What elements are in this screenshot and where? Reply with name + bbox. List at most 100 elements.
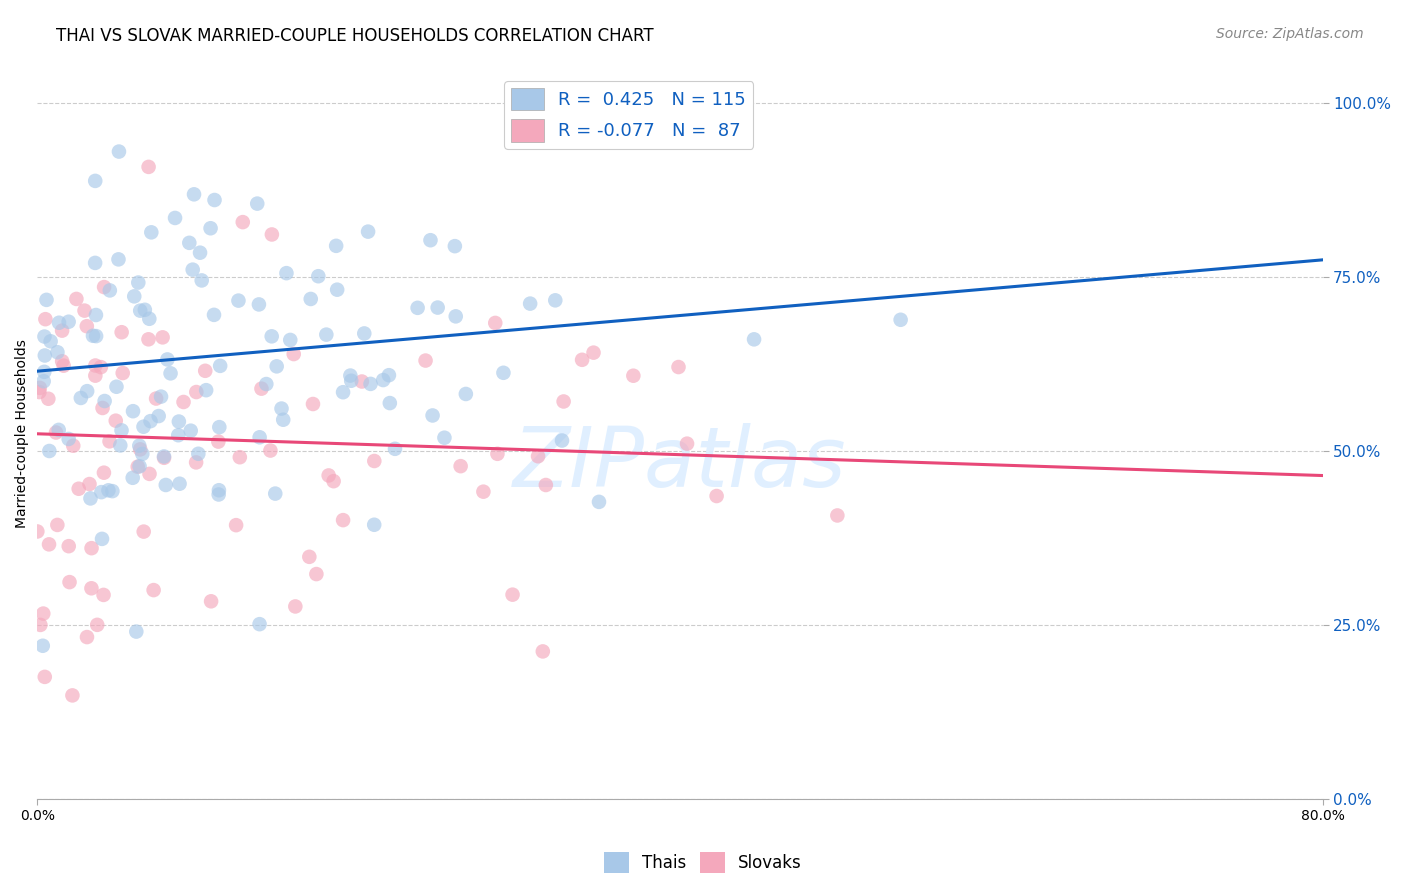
Point xyxy=(433,431,456,445)
Point xyxy=(138,160,160,174)
Point xyxy=(84,329,107,343)
Point xyxy=(132,524,155,539)
Point xyxy=(98,434,121,449)
Point xyxy=(422,409,444,423)
Point xyxy=(79,477,101,491)
Point xyxy=(169,476,191,491)
Point xyxy=(190,273,212,287)
Point xyxy=(184,455,207,469)
Point xyxy=(51,354,73,368)
Point xyxy=(551,434,574,448)
Point xyxy=(167,428,190,442)
Point xyxy=(80,541,103,556)
Point xyxy=(129,442,152,457)
Point xyxy=(353,326,375,341)
Point xyxy=(90,360,112,375)
Point xyxy=(194,364,217,378)
Point xyxy=(104,414,127,428)
Legend: Thais, Slovaks: Thais, Slovaks xyxy=(598,846,808,880)
Point xyxy=(181,262,204,277)
Point xyxy=(101,484,124,499)
Point xyxy=(65,292,87,306)
Point xyxy=(444,310,467,324)
Point xyxy=(167,415,190,429)
Point xyxy=(302,397,325,411)
Point xyxy=(315,327,337,342)
Point xyxy=(34,329,56,343)
Point xyxy=(122,404,145,418)
Point xyxy=(486,447,509,461)
Point xyxy=(90,485,112,500)
Point xyxy=(34,312,56,326)
Point xyxy=(384,442,406,456)
Point xyxy=(588,495,610,509)
Point xyxy=(249,617,271,632)
Point xyxy=(621,368,644,383)
Point xyxy=(247,297,270,311)
Point xyxy=(30,618,52,632)
Point xyxy=(284,599,307,614)
Point xyxy=(742,332,765,346)
Point xyxy=(32,374,55,388)
Point xyxy=(204,193,226,207)
Point xyxy=(454,387,477,401)
Point xyxy=(91,532,114,546)
Point xyxy=(52,359,75,373)
Point xyxy=(84,359,107,373)
Point xyxy=(84,174,107,188)
Point xyxy=(148,409,170,423)
Point xyxy=(128,459,150,474)
Point xyxy=(67,482,90,496)
Point xyxy=(259,443,281,458)
Point xyxy=(208,483,231,498)
Point xyxy=(363,454,385,468)
Point xyxy=(156,352,179,367)
Point xyxy=(571,352,593,367)
Point xyxy=(195,383,218,397)
Point xyxy=(332,385,354,400)
Point xyxy=(553,394,575,409)
Point xyxy=(232,215,254,229)
Point xyxy=(225,518,247,533)
Point xyxy=(131,447,153,461)
Point xyxy=(200,594,222,608)
Point xyxy=(105,380,128,394)
Point xyxy=(76,630,98,644)
Point xyxy=(502,588,524,602)
Point xyxy=(58,539,80,553)
Point xyxy=(93,588,115,602)
Point xyxy=(322,474,344,488)
Point xyxy=(125,624,148,639)
Point xyxy=(373,373,395,387)
Point xyxy=(28,385,51,400)
Point xyxy=(97,483,120,498)
Point xyxy=(527,449,550,463)
Point xyxy=(58,315,80,329)
Point xyxy=(37,392,59,406)
Point xyxy=(45,425,67,440)
Point xyxy=(129,303,152,318)
Point xyxy=(254,377,277,392)
Point xyxy=(444,239,467,253)
Point xyxy=(264,486,287,500)
Point xyxy=(271,413,294,427)
Point xyxy=(110,423,132,437)
Point xyxy=(51,324,73,338)
Point xyxy=(76,319,98,334)
Point xyxy=(582,345,605,359)
Point xyxy=(80,582,103,596)
Point xyxy=(76,384,98,399)
Point xyxy=(48,423,70,437)
Point xyxy=(207,434,229,449)
Point xyxy=(128,439,150,453)
Point xyxy=(153,450,176,465)
Point xyxy=(299,292,322,306)
Point xyxy=(93,394,115,409)
Point xyxy=(141,225,163,239)
Point xyxy=(84,256,107,270)
Point xyxy=(34,670,56,684)
Point xyxy=(69,391,91,405)
Point xyxy=(260,329,283,343)
Point xyxy=(84,368,107,383)
Point xyxy=(200,221,222,235)
